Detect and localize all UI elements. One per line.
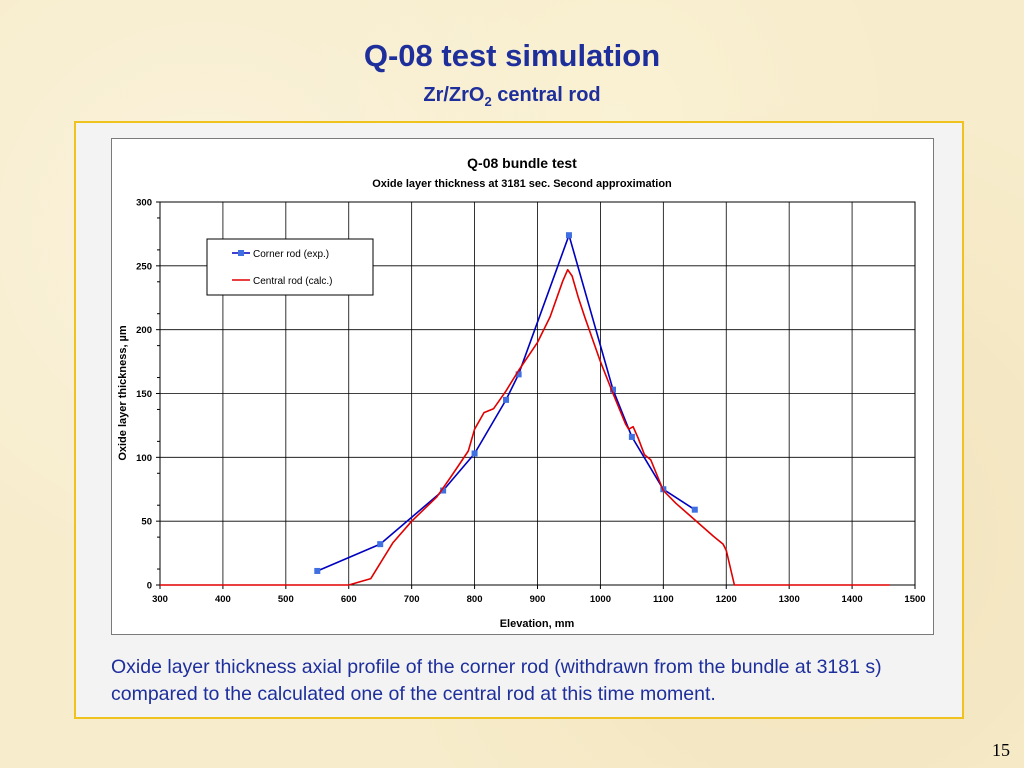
slide-title: Q-08 test simulation bbox=[363, 38, 661, 73]
chart-subtitle: Oxide layer thickness at 3181 sec. Secon… bbox=[372, 178, 672, 190]
data-point bbox=[440, 487, 447, 494]
x-tick-label: 1100 bbox=[653, 594, 674, 605]
data-point bbox=[628, 433, 635, 440]
legend: Corner rod (exp.) Central rod (calc.) bbox=[206, 238, 374, 296]
y-tick-label: 250 bbox=[136, 261, 152, 272]
x-tick-label: 300 bbox=[152, 594, 168, 605]
subtitle-main: Zr/ZrO bbox=[423, 84, 485, 106]
data-point bbox=[515, 371, 522, 378]
y-tick-label: 150 bbox=[136, 389, 152, 400]
legend-marker-corner bbox=[238, 250, 244, 256]
tick-layer: 300 400 500 600 700 800 900 1000 1100 1200 1300 140… bbox=[136, 198, 925, 606]
x-tick-label: 900 bbox=[530, 594, 546, 605]
subtitle-rest: central rod bbox=[491, 84, 601, 106]
chart-svg: Q-08 bundle test Oxide layer thickness a… bbox=[117, 155, 926, 630]
data-point bbox=[565, 232, 572, 239]
data-point bbox=[314, 567, 321, 574]
chart-area: Q-08 bundle test Oxide layer thickness a… bbox=[111, 138, 934, 635]
chart-title: Q-08 bundle test bbox=[467, 155, 577, 171]
x-tick-label: 600 bbox=[341, 594, 357, 605]
x-tick-label: 500 bbox=[278, 594, 294, 605]
x-tick-label: 800 bbox=[467, 594, 483, 605]
data-point bbox=[471, 450, 478, 457]
data-point bbox=[503, 396, 510, 403]
series-line-1 bbox=[160, 268, 890, 586]
legend-label-central: Central rod (calc.) bbox=[253, 276, 332, 287]
subtitle-subscript: 2 bbox=[484, 94, 492, 109]
y-tick-label: 50 bbox=[141, 517, 152, 528]
legend-box bbox=[206, 238, 374, 296]
x-axis-label: Elevation, mm bbox=[500, 618, 575, 630]
y-tick-label: 300 bbox=[136, 198, 152, 209]
slide-caption: Oxide layer thickness axial profile of t… bbox=[111, 656, 882, 705]
y-axis-label: Oxide layer thickness, µm bbox=[117, 325, 129, 461]
x-tick-label: 1200 bbox=[716, 594, 737, 605]
x-tick-label: 700 bbox=[404, 594, 420, 605]
series-line-0 bbox=[316, 234, 696, 572]
legend-label-corner: Corner rod (exp.) bbox=[253, 249, 329, 260]
data-point bbox=[610, 386, 616, 393]
data-point bbox=[691, 506, 698, 513]
x-tick-label: 1000 bbox=[590, 594, 611, 605]
page-number: 15 bbox=[992, 740, 1010, 760]
x-tick-label: 400 bbox=[215, 594, 231, 605]
grid-layer bbox=[160, 202, 915, 585]
y-tick-label: 0 bbox=[147, 581, 152, 592]
y-tick-label: 200 bbox=[136, 325, 152, 336]
x-tick-label: 1500 bbox=[904, 594, 925, 605]
series-layer bbox=[160, 232, 890, 586]
slide-subtitle: Zr/ZrO2 central rod bbox=[0, 84, 1024, 109]
y-tick-label: 100 bbox=[136, 453, 152, 464]
data-point bbox=[377, 541, 384, 548]
x-tick-label: 1400 bbox=[842, 594, 863, 605]
x-tick-label: 1300 bbox=[779, 594, 800, 605]
